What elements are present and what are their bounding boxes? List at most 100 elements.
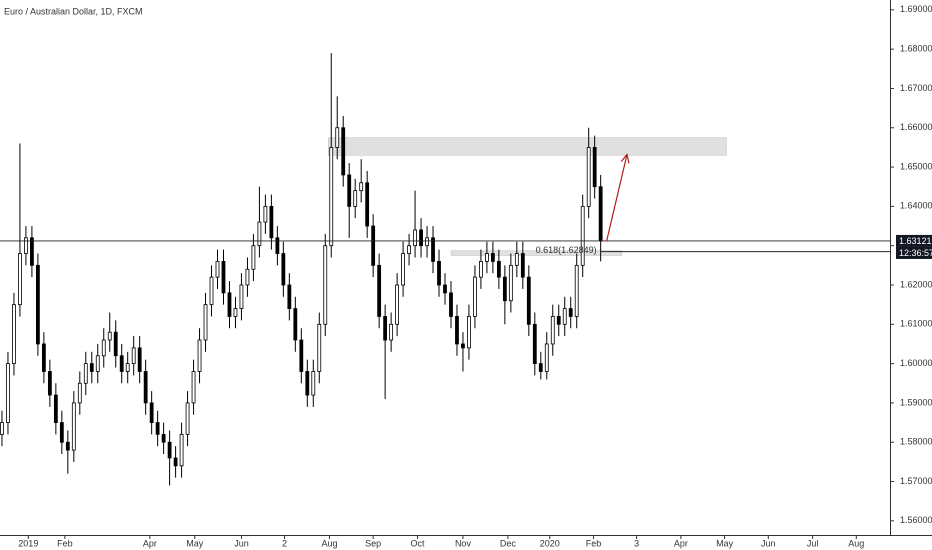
candle-body [377,264,382,317]
x-tick-label: 2 [282,538,287,548]
candle-body [251,245,256,270]
price-label-box [896,234,932,247]
candle-body [221,261,226,294]
candle-body [437,261,441,286]
candle-body [550,316,555,345]
x-tick-label: Oct [410,538,425,548]
y-tick-label: 1.61000 [900,319,932,329]
candle-body [281,253,286,286]
candle-body [425,237,429,247]
candle-body [496,261,501,278]
candle-body [574,264,579,317]
candle-body [526,276,531,325]
x-tick-label: 2020 [540,538,560,548]
candle-body [323,245,328,325]
zone [328,137,727,156]
candle-body [544,343,549,372]
candle-body [149,402,154,423]
y-tick-label: 1.57000 [900,476,932,486]
candle-body [317,323,322,372]
candle-body [467,316,471,349]
candle-body [592,147,597,188]
y-tick-label: 1.67000 [900,83,932,93]
candle-body [101,339,106,357]
candle-body [257,221,262,247]
candle-body [137,347,142,372]
y-tick-label: 1.59000 [900,397,932,407]
candle-body [431,237,435,262]
candle-body [407,245,411,254]
y-tick-label: 1.65000 [900,161,932,171]
candle-body [113,331,118,357]
candle-body [41,343,46,372]
chart-title: Euro / Australian Dollar, 1D, FXCM [4,6,143,16]
candle-body [580,205,585,266]
candle-body [335,127,340,148]
candle-body [371,225,376,266]
candle-body [568,308,573,317]
candle-body [233,308,238,317]
candle-body [245,268,250,286]
candle-body [125,363,130,372]
candle-body [167,441,172,459]
candle-body [520,253,525,278]
candle-body [413,229,417,247]
candle-body [179,433,184,467]
candle-body [293,308,298,341]
candle-body [419,229,423,247]
candle-body [47,371,52,396]
x-tick-label: 3 [634,538,639,548]
candle-body [209,276,214,306]
price-label: 1.63121 [899,236,932,246]
candle-body [215,261,220,278]
candle-body [490,253,495,262]
candle-body [119,355,124,372]
y-tick-label: 1.66000 [900,122,932,132]
x-tick-label: Nov [455,538,472,548]
candle-body [24,237,28,254]
candle-body [239,284,244,309]
candle-body [532,323,537,365]
y-tick-label: 1.58000 [900,437,932,447]
x-tick-label: Sep [365,538,381,548]
candle-body [586,147,591,207]
candle-body [538,363,543,372]
candle-body [598,186,603,242]
candle-body [131,347,136,365]
candle-body [311,371,316,396]
candle-body [514,253,519,266]
candle-body [353,190,358,207]
candle-body [485,253,489,262]
candle-body [71,402,76,451]
candle-body [53,394,58,423]
arrow [606,154,628,242]
plot-area [0,53,727,486]
candle-body [203,304,208,341]
candle-body [185,402,190,435]
candle-body [227,292,232,317]
candle-body [562,308,567,325]
candle-body [12,304,16,365]
candle-body [287,284,292,309]
candle-body [107,331,112,341]
x-tick-label: May [716,538,734,548]
candle-body [173,457,178,467]
candle-body [197,339,202,372]
candle-body [30,237,34,266]
countdown-box [896,246,932,259]
candle-body [508,264,513,302]
x-tick-label: Jun [761,538,776,548]
candle-body [191,371,196,404]
candle-body [65,441,70,451]
candle-body [6,363,10,423]
candle-body [502,276,507,302]
x-tick-label: Jun [234,538,249,548]
y-tick-label: 1.68000 [900,44,932,54]
candle-body [449,292,453,317]
candle-body [263,205,268,223]
candle-body [383,316,388,341]
candle-body [89,363,94,372]
candle-body [95,355,100,372]
candle-body [461,343,465,349]
candle-body [83,363,88,384]
